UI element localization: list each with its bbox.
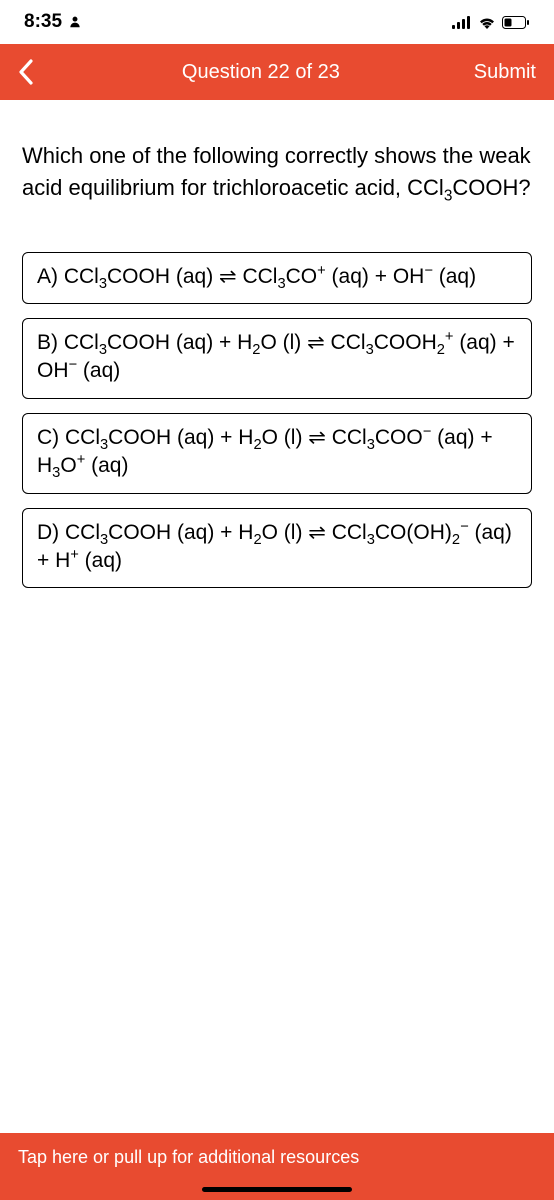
chevron-left-icon [18,59,34,85]
battery-icon [502,16,530,29]
status-left: 8:35 [24,11,82,33]
status-time: 8:35 [24,11,62,33]
option-c[interactable]: C) CCl3COOH (aq) + H2O (l) ⇌ CCl3COO− (a… [22,413,532,494]
option-d[interactable]: D) CCl3COOH (aq) + H2O (l) ⇌ CCl3CO(OH)2… [22,508,532,589]
options-list: A) CCl3COOH (aq) ⇌ CCl3CO+ (aq) + OH− (a… [22,252,532,588]
option-a[interactable]: A) CCl3COOH (aq) ⇌ CCl3CO+ (aq) + OH− (a… [22,252,532,304]
question-counter: Question 22 of 23 [182,61,340,84]
question-content: Which one of the following correctly sho… [0,100,554,588]
resources-label: Tap here or pull up for additional resou… [18,1147,359,1167]
question-header: Question 22 of 23 Submit [0,44,554,100]
wifi-icon [478,16,496,29]
person-icon [68,15,82,29]
status-right [452,16,530,29]
cellular-icon [452,16,472,29]
question-text: Which one of the following correctly sho… [22,140,532,204]
submit-button[interactable]: Submit [474,61,536,84]
option-b[interactable]: B) CCl3COOH (aq) + H2O (l) ⇌ CCl3COOH2+ … [22,318,532,399]
home-indicator[interactable] [202,1187,352,1192]
status-bar: 8:35 [0,0,554,44]
back-button[interactable] [18,59,48,85]
